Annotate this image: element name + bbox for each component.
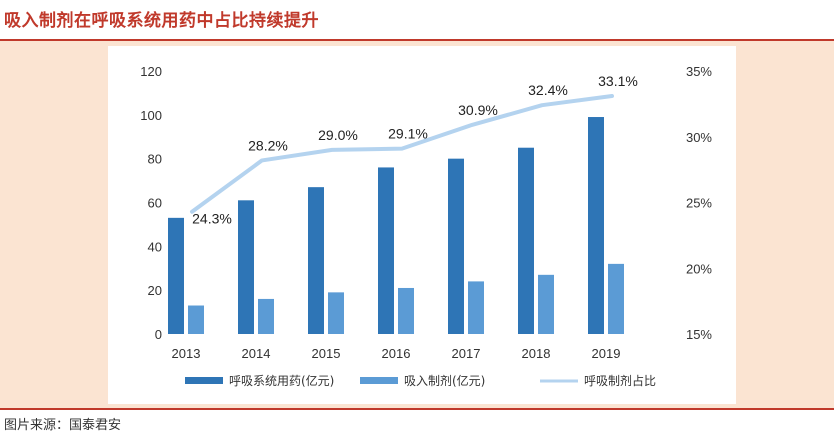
- y-tick-label: 0: [155, 327, 162, 342]
- x-tick-label: 2016: [382, 346, 411, 361]
- bar-respiratory-drugs: [168, 217, 184, 334]
- y2-tick-label: 35%: [686, 64, 712, 79]
- y-tick-label: 120: [140, 64, 162, 79]
- ratio-data-label: 32.4%: [528, 82, 568, 98]
- bar-inhalation: [398, 287, 414, 334]
- bar-respiratory-drugs: [588, 117, 604, 335]
- bar-inhalation: [328, 292, 344, 334]
- source-note: 图片来源：国泰君安: [4, 418, 122, 433]
- x-tick-label: 2013: [172, 346, 201, 361]
- legend-label: 呼吸制剂占比: [584, 373, 656, 388]
- x-tick-label: 2017: [452, 346, 481, 361]
- bar-respiratory-drugs: [378, 167, 394, 334]
- bar-inhalation: [468, 281, 484, 334]
- chart-title: 吸入制剂在呼吸系统用药中占比持续提升: [4, 11, 319, 31]
- ratio-data-label: 28.2%: [248, 137, 288, 153]
- y2-tick-label: 25%: [686, 196, 712, 211]
- bar-respiratory-drugs: [448, 158, 464, 334]
- title-divider: [0, 39, 834, 41]
- legend-label: 吸入制剂(亿元): [404, 373, 485, 388]
- legend-swatch: [360, 377, 398, 384]
- bar-respiratory-drugs: [308, 187, 324, 334]
- bar-inhalation: [258, 298, 274, 334]
- y-tick-label: 100: [140, 108, 162, 123]
- y-tick-label: 20: [148, 283, 162, 298]
- footer-divider: [0, 408, 834, 410]
- x-tick-label: 2015: [312, 346, 341, 361]
- x-tick-label: 2019: [592, 346, 621, 361]
- bar-respiratory-drugs: [518, 147, 534, 334]
- legend-label: 呼吸系统用药(亿元): [229, 373, 334, 388]
- bar-inhalation: [538, 274, 554, 334]
- bar-respiratory-drugs: [238, 200, 254, 334]
- bar-inhalation: [608, 263, 624, 334]
- ratio-data-label: 33.1%: [598, 73, 638, 89]
- ratio-data-label: 30.9%: [458, 102, 498, 118]
- x-tick-label: 2014: [242, 346, 271, 361]
- legend-swatch: [185, 377, 223, 384]
- y2-tick-label: 20%: [686, 261, 712, 276]
- y2-tick-label: 15%: [686, 327, 712, 342]
- y2-tick-label: 30%: [686, 130, 712, 145]
- y-tick-label: 80: [148, 152, 162, 167]
- ratio-data-label: 29.1%: [388, 126, 428, 142]
- bar-inhalation: [188, 305, 204, 334]
- ratio-data-label: 24.3%: [192, 211, 232, 227]
- ratio-line: [190, 93, 614, 214]
- ratio-data-label: 29.0%: [318, 127, 358, 143]
- chart-area: [108, 46, 736, 404]
- x-tick-label: 2018: [522, 346, 551, 361]
- y-tick-label: 60: [148, 196, 162, 211]
- y-tick-label: 40: [148, 239, 162, 254]
